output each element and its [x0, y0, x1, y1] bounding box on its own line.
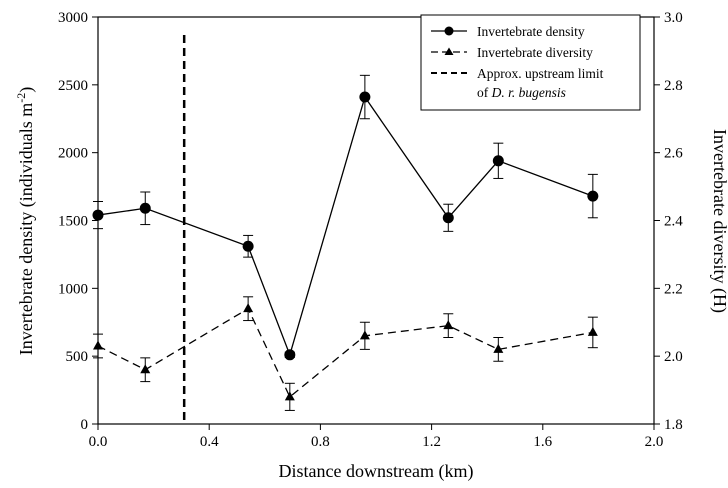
legend-limit-label-2-prefix: of [477, 85, 492, 100]
y-right-tick-label: 2.2 [664, 281, 683, 297]
y-left-tick-label: 500 [66, 349, 89, 365]
y-right-axis-title: Invertebrate diversity (H) [709, 129, 728, 313]
y-left-tick-label: 0 [81, 417, 89, 433]
y-left-axis-title: Invertebrate density (individuals m-2) [14, 87, 37, 355]
y-right-tick-label: 2.4 [664, 214, 683, 230]
y-left-tick-label: 3000 [58, 10, 88, 26]
x-tick-label: 1.2 [422, 434, 441, 450]
x-tick-label: 0.4 [200, 434, 219, 450]
x-axis-title: Distance downstream (km) [279, 461, 474, 482]
series-density [92, 74, 599, 361]
series-density-point [492, 155, 504, 167]
x-tick-label: 1.6 [533, 434, 552, 450]
series-diversity-point [359, 330, 370, 340]
y-left-axis-title-main: Invertebrate density (individuals m [16, 103, 37, 355]
y-left-tick-label: 1000 [58, 281, 88, 297]
series-diversity [93, 296, 598, 411]
x-tick-label: 0.0 [89, 434, 108, 450]
x-tick-label: 2.0 [645, 434, 664, 450]
legend-limit-label-2: of D. r. bugensis [477, 85, 566, 100]
series-density-point [242, 240, 254, 252]
series-diversity-point [243, 303, 254, 313]
legend-diversity-label: Invertebrate diversity [477, 45, 593, 60]
y-right-tick-label: 1.8 [664, 417, 683, 433]
legend-density-marker [444, 26, 454, 36]
y-right-tick-label: 2.0 [664, 349, 683, 365]
series-density-point [139, 202, 151, 214]
y-right-tick-label: 2.8 [664, 78, 683, 94]
y-left-tick-label: 2000 [58, 146, 88, 162]
series-density-line [97, 95, 594, 357]
series-density-point [587, 190, 599, 202]
legend-diversity-marker [444, 47, 454, 55]
series-diversity-point [443, 320, 454, 330]
series-diversity-point [284, 391, 295, 401]
series-density-point [92, 209, 104, 221]
series-density-point [284, 349, 296, 361]
legend-density-label: Invertebrate density [477, 24, 585, 39]
series-diversity-point [140, 364, 151, 374]
series-diversity-point [93, 340, 103, 350]
y-right-tick-label: 3.0 [664, 10, 683, 26]
y-left-tick-label: 1500 [58, 214, 88, 230]
series-diversity-point [587, 326, 598, 336]
legend-limit-label-2-species: D. r. bugensis [491, 85, 566, 100]
series-diversity-point [493, 343, 504, 353]
axis-ticks: 0.0 0.4 0.8 1.2 1.6 2.0 0 500 1000 1500 2000 2500 30… [58, 10, 683, 450]
x-tick-label: 0.8 [311, 434, 330, 450]
series-diversity-line [97, 307, 593, 398]
y-right-tick-label: 2.6 [664, 146, 683, 162]
series-density-point [442, 212, 454, 224]
y-left-axis-title-close: ) [16, 87, 37, 93]
series-density-point [359, 91, 371, 103]
y-left-axis-title-sup: -2 [14, 93, 28, 103]
y-left-tick-label: 2500 [58, 78, 88, 94]
legend-limit-label-1: Approx. upstream limit [477, 66, 604, 81]
legend: Invertebrate density Invertebrate divers… [420, 14, 641, 111]
series-layer [92, 74, 599, 411]
